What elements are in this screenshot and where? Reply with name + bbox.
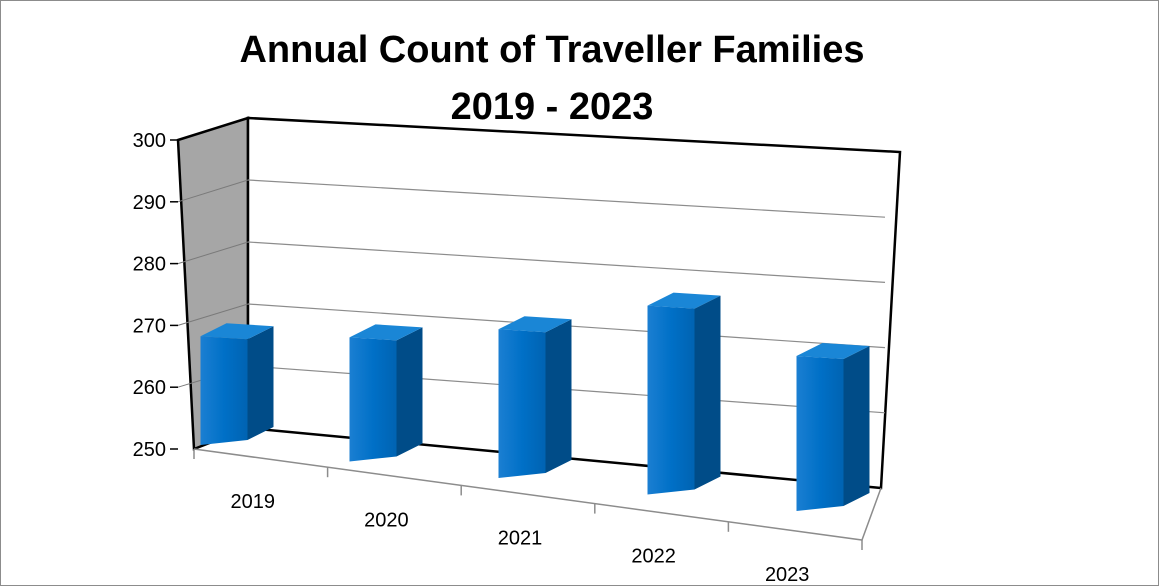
x-tick-label: 2020 [364, 509, 409, 531]
bar-2022 [647, 292, 721, 495]
bar-2020 [349, 324, 423, 462]
bar-top [498, 316, 572, 333]
y-tick-label: 260 [133, 377, 166, 399]
bar-top [200, 323, 274, 340]
bar-side [843, 346, 870, 506]
bar-top [349, 324, 423, 341]
bar-front [200, 336, 248, 445]
bar-front [647, 305, 695, 495]
x-tick-label: 2019 [231, 491, 276, 513]
side-gridline [177, 179, 249, 203]
side-gridline [177, 241, 249, 265]
bar-side [694, 295, 721, 490]
chart-subtitle: 2019 - 2023 [451, 86, 654, 128]
bar-front [349, 337, 397, 462]
side-gridline [177, 303, 249, 326]
x-tick-label: 2021 [498, 528, 543, 550]
bar-side [247, 326, 274, 440]
y-tick-label: 280 [133, 254, 166, 276]
y-tick-label: 250 [133, 439, 166, 461]
bar-2019 [200, 323, 274, 445]
y-tick-label: 270 [133, 315, 166, 337]
bar-front [796, 356, 844, 511]
bar-side [396, 327, 423, 457]
gridline [247, 179, 886, 218]
x-tick-label: 2022 [631, 546, 676, 568]
y-tick-label: 290 [133, 192, 166, 214]
bars [200, 292, 870, 511]
bar-top [647, 292, 721, 309]
y-tick-label: 300 [133, 130, 166, 152]
y-axis: 250 260 270 280 290 300 [133, 130, 178, 461]
bar-2021 [498, 316, 572, 478]
bar-2023 [796, 343, 870, 511]
gridline [247, 241, 886, 283]
chart-title: Annual Count of Traveller Families [239, 29, 864, 71]
bar-side [545, 319, 572, 473]
bar-top [796, 343, 870, 360]
x-axis: 2019 2020 2021 2022 2023 [193, 449, 863, 586]
x-tick-label: 2023 [765, 564, 810, 586]
bar-front [498, 329, 546, 478]
